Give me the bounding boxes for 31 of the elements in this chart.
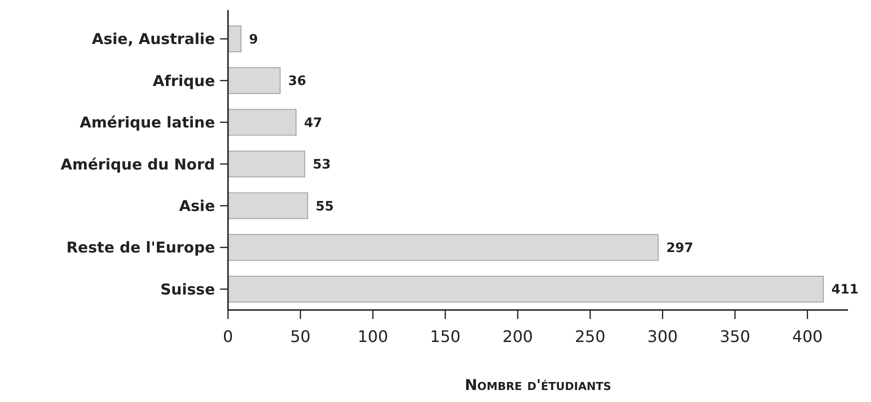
y-tick-label: Suisse — [160, 280, 215, 298]
bar — [228, 26, 242, 52]
x-tick-label: 400 — [792, 327, 823, 346]
y-tick-label: Amérique latine — [80, 114, 215, 132]
x-tick-label: 100 — [358, 327, 388, 346]
data-label: 47 — [304, 116, 322, 131]
x-tick-label: 300 — [647, 327, 678, 346]
x-axis-title: Nombre d'étudiants — [464, 376, 612, 394]
data-label: 297 — [666, 240, 694, 256]
bar — [228, 108, 296, 136]
bar — [228, 234, 659, 261]
bar — [228, 150, 306, 178]
x-tick-label: 0 — [222, 327, 234, 346]
x-tick-label: 250 — [574, 327, 606, 346]
y-tick-label: Amérique du Nord — [60, 155, 215, 174]
bar — [228, 276, 824, 302]
data-label: 411 — [831, 282, 859, 298]
y-tick-label: Asie — [179, 196, 215, 215]
data-label: 55 — [316, 199, 334, 214]
y-tick-label: Afrique — [152, 72, 215, 90]
data-label: 53 — [312, 158, 331, 173]
x-tick-label: 50 — [290, 327, 311, 346]
bar — [228, 192, 308, 220]
x-tick-label: 200 — [502, 327, 533, 346]
y-tick-label: Reste de l'Europe — [66, 238, 215, 257]
x-tick-label: 350 — [720, 327, 750, 346]
y-tick-label: Asie, Australie — [92, 30, 215, 48]
x-tick-label: 150 — [430, 327, 461, 346]
bar — [228, 67, 281, 94]
data-label: 9 — [249, 32, 258, 48]
data-label: 36 — [288, 74, 306, 90]
